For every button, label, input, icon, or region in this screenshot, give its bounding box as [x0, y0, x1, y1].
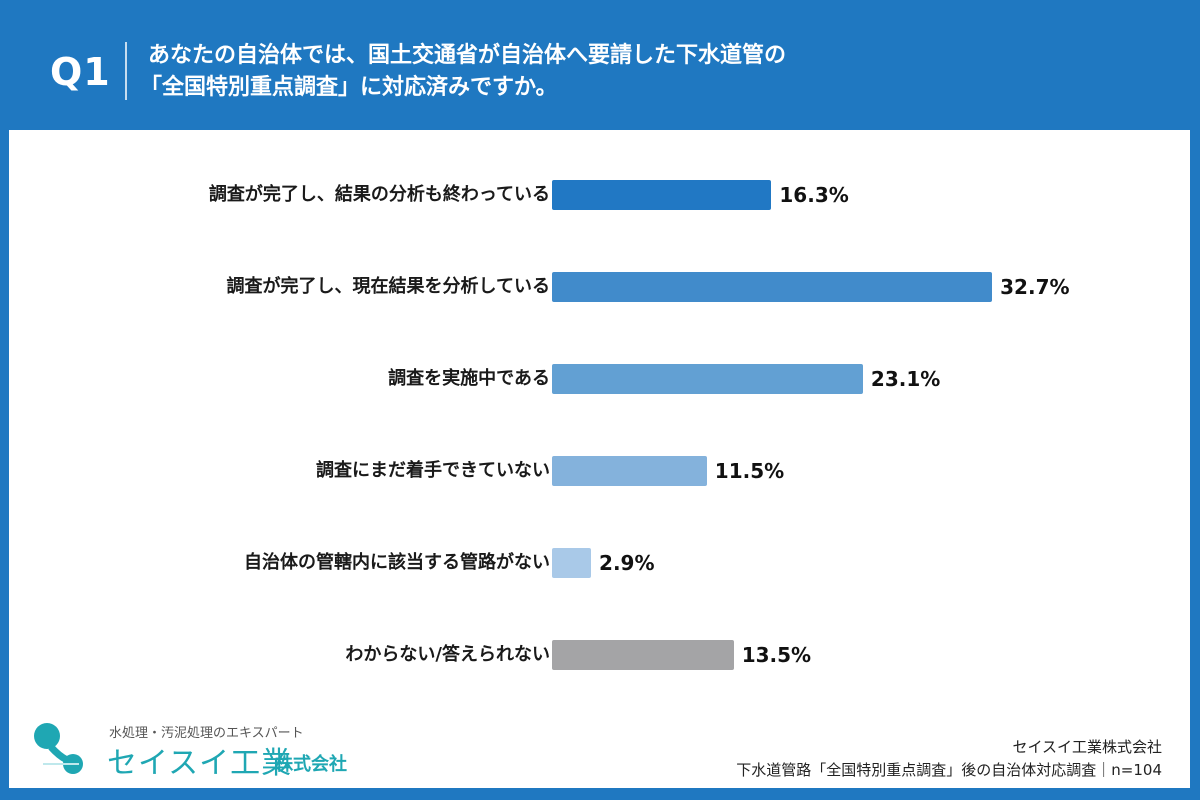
value-label: 11.5% — [714, 459, 785, 483]
question-title-line2: 「全国特別重点調査」に対応済みですか。 — [140, 75, 558, 100]
chart-row: 調査にまだ着手できていない 11.5% — [9, 456, 1190, 486]
category-label: 調査を実施中である — [388, 368, 550, 389]
credit-company: セイスイ工業株式会社 — [1012, 738, 1162, 756]
question-title-line1: あなたの自治体では、国土交通省が自治体へ要請した下水道管の — [148, 43, 787, 68]
bar — [552, 640, 734, 670]
chart-row: わからない/答えられない 13.5% — [9, 640, 1190, 670]
bar — [552, 364, 863, 394]
chart-row: 調査が完了し、結果の分析も終わっている 16.3% — [9, 180, 1190, 210]
company-logo: 水処理・汚泥処理のエキスパート セイスイ工業 株式会社 — [29, 720, 369, 781]
bar — [552, 456, 707, 486]
value-label: 23.1% — [870, 367, 941, 391]
source-credit: セイスイ工業株式会社 下水道管路「全国特別重点調査」後の自治体対応調査｜n=10… — [736, 736, 1162, 782]
value-label: 2.9% — [599, 551, 655, 575]
chart-panel: 調査が完了し、結果の分析も終わっている 16.3% 調査が完了し、現在結果を分析… — [9, 130, 1190, 788]
value-label: 16.3% — [779, 183, 849, 207]
bar — [552, 272, 993, 302]
question-header: Q1 あなたの自治体では、国土交通省が自治体へ要請した下水道管の 「全国特別重点… — [0, 0, 1200, 130]
question-number: Q1 — [50, 50, 111, 94]
category-label: 自治体の管轄内に該当する管路がない — [244, 552, 550, 573]
bar — [552, 548, 592, 578]
header-divider — [125, 42, 127, 100]
logo-company-name: セイスイ工業 — [107, 746, 293, 781]
category-label: 調査が完了し、現在結果を分析している — [226, 276, 550, 297]
category-label: わからない/答えられない — [345, 644, 550, 665]
credit-survey: 下水道管路「全国特別重点調査」後の自治体対応調査｜n=104 — [736, 761, 1162, 779]
logo-tagline: 水処理・汚泥処理のエキスパート — [109, 726, 304, 741]
logo-company-suffix: 株式会社 — [275, 754, 347, 775]
question-title: あなたの自治体では、国土交通省が自治体へ要請した下水道管の 「全国特別重点調査」… — [140, 40, 787, 104]
value-label: 13.5% — [741, 643, 812, 667]
chart-row: 調査が完了し、現在結果を分析している 32.7% — [9, 272, 1190, 302]
chart-row: 調査を実施中である 23.1% — [9, 364, 1190, 394]
chart-row: 自治体の管轄内に該当する管路がない 2.9% — [9, 548, 1190, 578]
category-label: 調査にまだ着手できていない — [316, 460, 550, 481]
category-label: 調査が完了し、結果の分析も終わっている — [208, 184, 550, 205]
water-drop-logo-icon — [34, 723, 83, 774]
value-label: 32.7% — [1000, 275, 1070, 299]
bar — [552, 180, 772, 210]
